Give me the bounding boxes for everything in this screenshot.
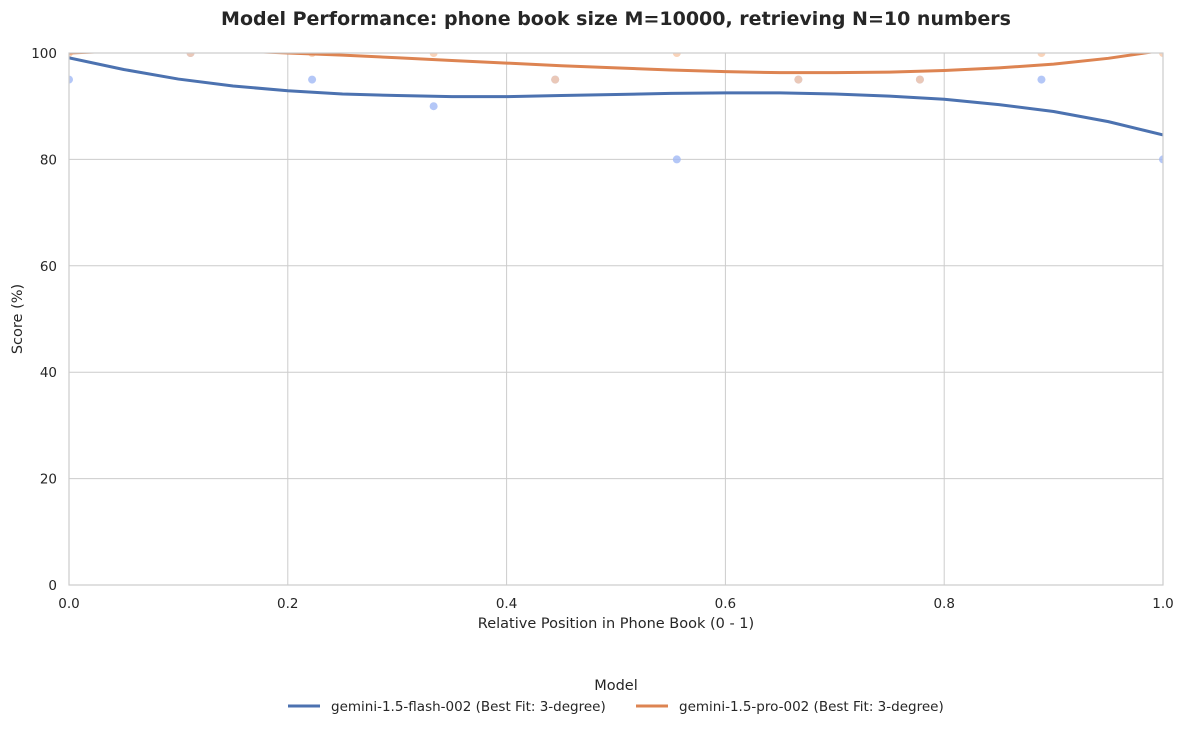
chart-title: Model Performance: phone book size M=100…: [221, 8, 1011, 30]
data-point: [69, 75, 73, 84]
y-tick-label: 60: [40, 259, 57, 275]
y-tick-label: 40: [40, 365, 57, 381]
data-point: [1037, 53, 1046, 57]
x-tick-label: 0.6: [715, 596, 736, 612]
grid: [68, 52, 1164, 586]
data-point: [672, 155, 681, 164]
legend: Model gemini-1.5-flash-002 (Best Fit: 3-…: [288, 678, 944, 715]
legend-label: gemini-1.5-flash-002 (Best Fit: 3-degree…: [331, 699, 606, 715]
legend-label: gemini-1.5-pro-002 (Best Fit: 3-degree): [679, 699, 944, 715]
x-tick-label: 0.0: [58, 596, 79, 612]
y-tick-label: 100: [31, 46, 57, 62]
y-tick-label: 20: [40, 472, 57, 488]
data-point: [794, 75, 803, 84]
legend-title: Model: [594, 678, 638, 694]
x-axis-ticks: 0.0 0.2 0.4 0.6 0.8 1.0: [58, 596, 1173, 612]
x-tick-label: 1.0: [1152, 596, 1173, 612]
y-tick-label: 0: [48, 578, 57, 594]
data-point: [551, 75, 560, 84]
fit-lines: [69, 53, 1163, 137]
fit-line-1: [69, 53, 1156, 75]
data-point: [915, 75, 924, 84]
data-point: [1159, 53, 1163, 57]
y-tick-label: 80: [40, 152, 57, 168]
legend-item-0: gemini-1.5-flash-002 (Best Fit: 3-degree…: [288, 699, 606, 715]
data-point: [1159, 155, 1163, 164]
data-point: [429, 53, 438, 57]
x-tick-label: 0.4: [496, 596, 517, 612]
data-point: [672, 53, 681, 57]
plot-frame: [68, 52, 1164, 586]
fit-line-0: [69, 56, 1163, 137]
scatter-points: [69, 53, 1163, 164]
data-point: [429, 102, 438, 111]
x-tick-label: 0.2: [277, 596, 298, 612]
x-tick-label: 0.8: [933, 596, 954, 612]
data-point: [186, 53, 195, 57]
x-axis-label: Relative Position in Phone Book (0 - 1): [478, 616, 754, 632]
y-axis-ticks: 0 20 40 60 80 100: [31, 46, 57, 594]
series-points-1: [69, 53, 1163, 84]
y-axis-label: Score (%): [10, 284, 26, 354]
legend-item-1: gemini-1.5-pro-002 (Best Fit: 3-degree): [636, 699, 944, 715]
data-point: [1037, 75, 1046, 84]
data-point: [308, 75, 317, 84]
